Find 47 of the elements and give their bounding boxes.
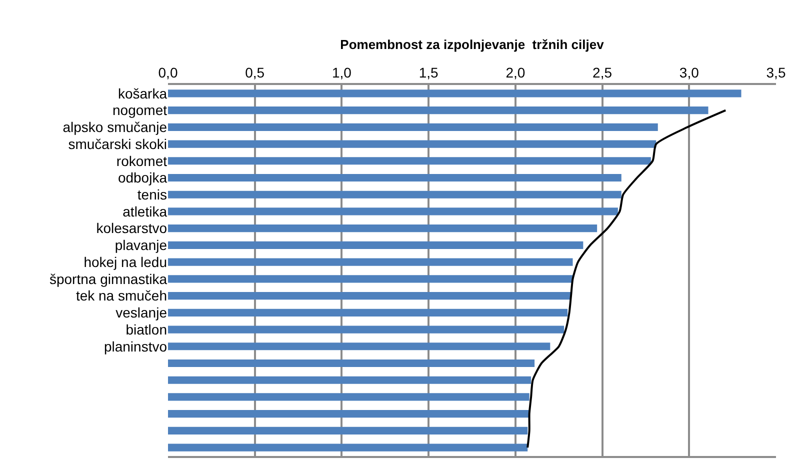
bar: [168, 258, 573, 266]
x-tick-label: 2,5: [592, 64, 612, 80]
bar: [168, 208, 618, 216]
bar: [168, 326, 564, 334]
y-tick-label: biatlon: [126, 321, 167, 338]
bar: [168, 275, 573, 283]
y-tick-label: smučarski skoki: [68, 136, 167, 152]
bar: [168, 140, 656, 148]
y-tick-label: nogomet: [112, 102, 168, 118]
bar: [168, 426, 528, 434]
x-tick-label: 0,5: [245, 64, 265, 80]
bar: [168, 90, 742, 98]
x-axis-title: Pomembnost za izpolnjevanje tržnih ciljev: [340, 36, 605, 52]
y-tick-label: hokej na ledu: [84, 254, 167, 270]
bar: [168, 224, 598, 232]
y-tick-label: odbojka: [118, 170, 168, 186]
bar: [168, 157, 651, 165]
bar: [168, 292, 572, 300]
y-tick-label: veslanje: [116, 304, 168, 321]
y-tick-label: tenis: [137, 186, 167, 203]
y-tick-label: planinstvo: [104, 338, 168, 354]
bar: [168, 308, 568, 316]
y-tick-label: košarka: [118, 85, 168, 102]
x-tick-label: 3,0: [679, 64, 700, 80]
bar: [168, 376, 532, 384]
x-tick-label: 2,0: [506, 64, 526, 80]
x-tick-label: 0,0: [158, 64, 178, 80]
y-tick-label: kolesarstvo: [96, 220, 168, 236]
bar: [168, 190, 622, 198]
x-tick-label: 1,5: [418, 64, 439, 80]
bar: [168, 393, 530, 401]
y-tick-label: plavanje: [114, 237, 168, 254]
bar: [168, 241, 584, 249]
bar: [168, 106, 708, 114]
bar: [168, 444, 528, 452]
bar: [168, 359, 535, 368]
x-tick-label: 1,0: [332, 64, 352, 80]
bar: [168, 123, 658, 131]
y-tick-label: rokomet: [116, 152, 168, 169]
y-tick-label: atletika: [122, 203, 168, 220]
bar: [168, 342, 550, 350]
x-tick-label: 3,5: [766, 64, 786, 80]
bar: [168, 410, 530, 418]
y-tick-label: tek na smučeh: [76, 288, 167, 304]
bar: [168, 174, 622, 182]
y-tick-label: športna gimnastika: [49, 270, 168, 287]
y-tick-label: alpsko smučanje: [62, 119, 168, 136]
